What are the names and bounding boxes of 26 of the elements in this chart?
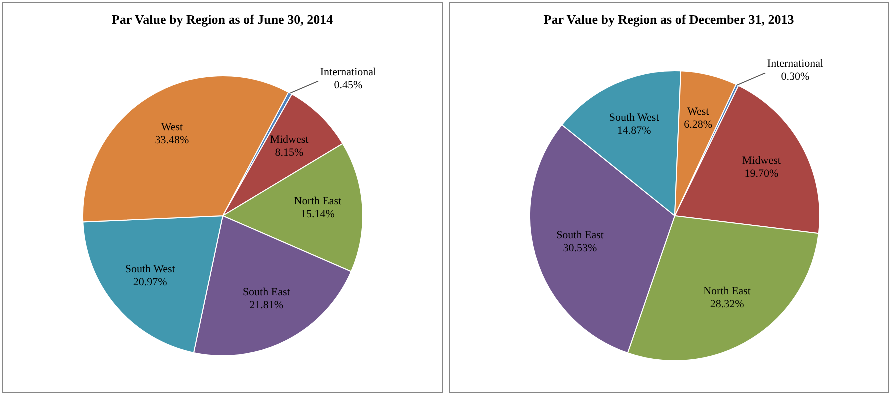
slice-label: South East xyxy=(556,229,604,242)
slice-label: West xyxy=(687,106,710,118)
data-label: 19.70% xyxy=(744,168,779,180)
data-label: 6.28% xyxy=(684,119,713,132)
data-label: 28.32% xyxy=(710,298,744,311)
slice-label: North East xyxy=(294,196,342,208)
slice-label: South East xyxy=(242,286,290,299)
slice-label: South West xyxy=(125,264,176,276)
slice-label: Midwest xyxy=(270,134,309,146)
chart-title: Par Value by Region as of June 30, 2014 xyxy=(110,12,334,28)
data-label: 21.81% xyxy=(250,300,284,312)
data-label: 20.97% xyxy=(133,276,168,289)
slice-label: North East xyxy=(704,286,751,298)
chart-title: Par Value by Region as of December 31, 2013 xyxy=(542,12,796,28)
slice-label: South West xyxy=(609,112,660,124)
data-label: 30.53% xyxy=(563,242,598,254)
data-label: 33.48% xyxy=(155,134,190,146)
slice-label: West xyxy=(161,122,184,134)
slice-label: Midwest xyxy=(742,155,781,168)
data-label: 14.87% xyxy=(617,125,652,138)
data-label: 15.14% xyxy=(301,208,335,221)
data-label: 0.30% xyxy=(781,71,810,84)
data-label: 8.15% xyxy=(275,146,304,159)
slice-label: International xyxy=(320,66,377,78)
slice-label: International xyxy=(767,58,824,70)
data-label: 0.45% xyxy=(334,79,363,92)
